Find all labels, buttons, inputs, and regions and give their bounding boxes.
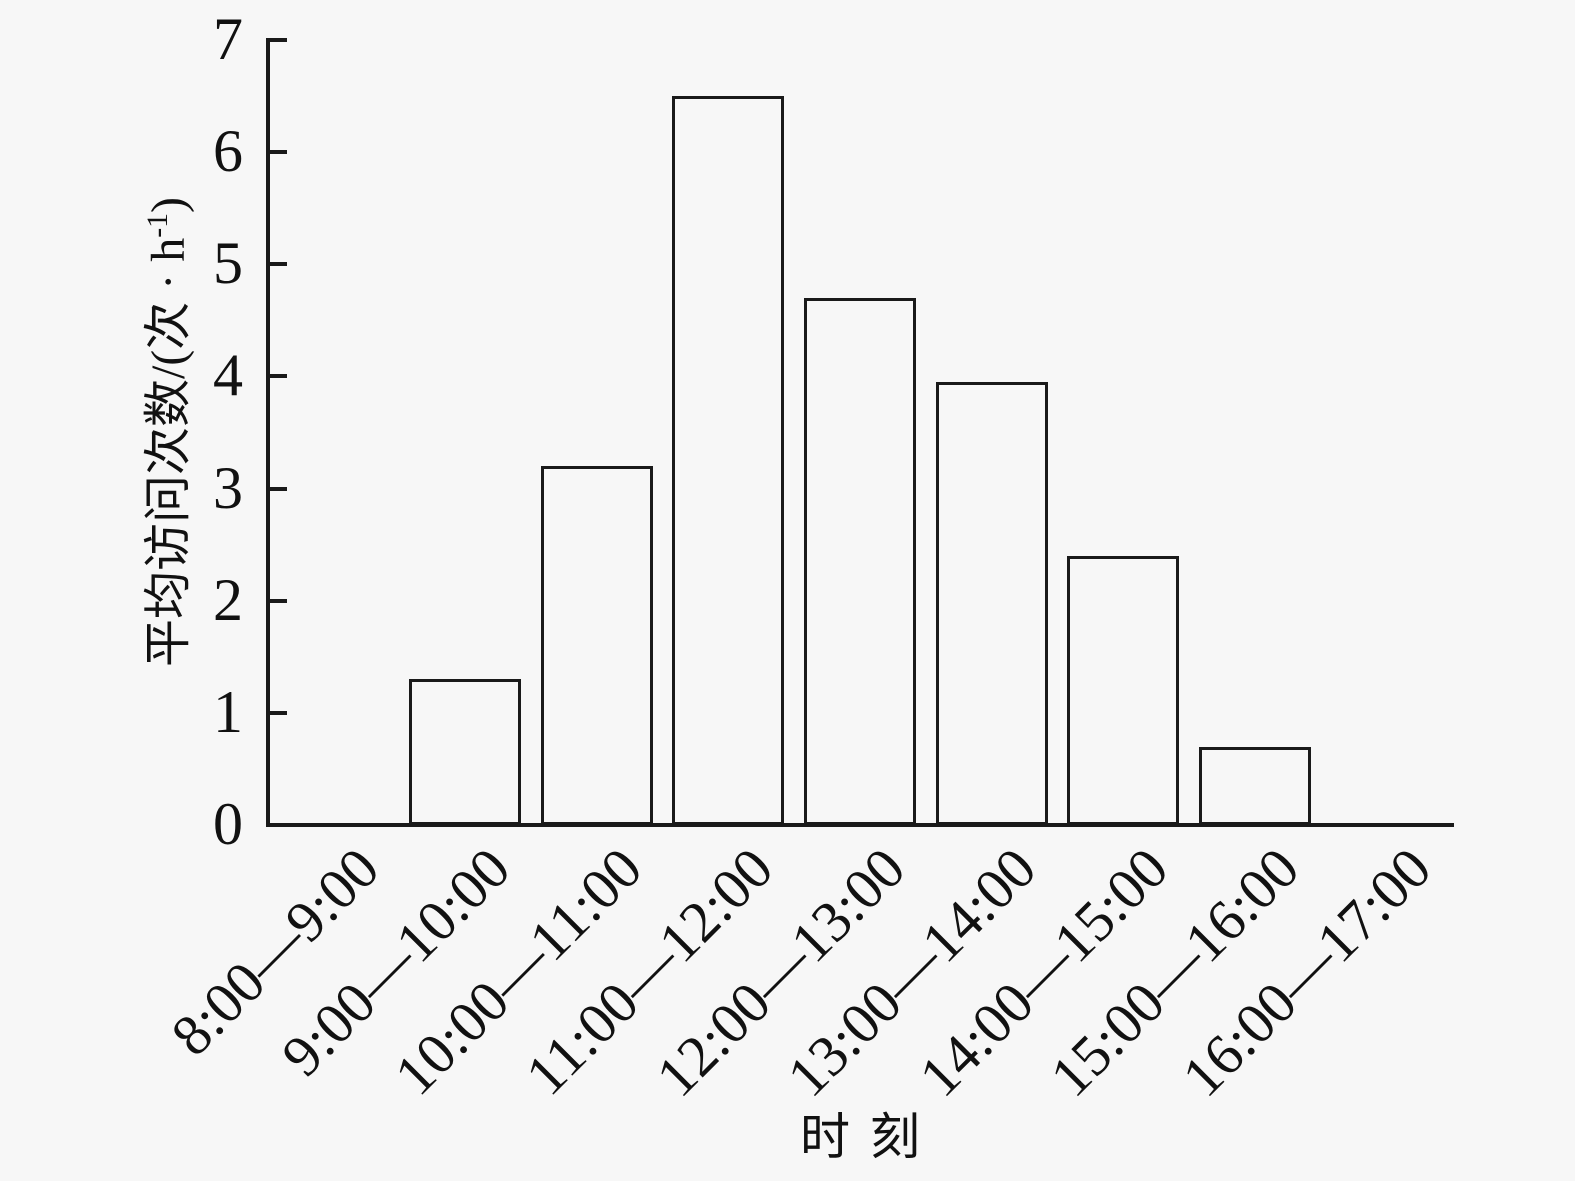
y-axis-tick — [270, 150, 287, 155]
y-tick-label: 5 — [213, 230, 243, 297]
y-axis-title-text: 平均访问次数/(次 · h — [142, 237, 195, 668]
y-axis-line — [266, 38, 270, 827]
y-tick-label: 4 — [213, 342, 243, 409]
y-axis-tick — [270, 262, 287, 267]
y-tick-label: 1 — [213, 678, 243, 745]
y-axis-tick — [270, 710, 287, 715]
y-axis-title-superscript: -1 — [141, 212, 174, 238]
y-axis-tick — [270, 38, 287, 42]
bar-15:00—16:00 — [1198, 746, 1311, 825]
y-axis-title: 平均访问次数/(次 · h-1) — [141, 196, 195, 668]
y-tick-label: 7 — [213, 5, 243, 72]
y-tick-label: 3 — [213, 454, 243, 521]
x-axis-title: 时刻 — [800, 1109, 940, 1165]
bar-9:00—10:00 — [409, 679, 522, 825]
bar-13:00—14:00 — [935, 382, 1048, 825]
y-tick-label: 2 — [213, 566, 243, 633]
y-axis-tick — [270, 598, 287, 603]
y-axis-tick — [270, 486, 287, 491]
x-axis-line — [266, 823, 1454, 827]
y-axis-title-suffix: ) — [142, 196, 195, 213]
bar-10:00—11:00 — [540, 466, 653, 825]
bar-12:00—13:00 — [804, 297, 916, 825]
bar-14:00—15:00 — [1067, 555, 1180, 825]
y-tick-label: 6 — [213, 117, 243, 184]
y-axis-tick — [270, 374, 287, 379]
y-tick-label: 0 — [213, 790, 243, 857]
bar-11:00—12:00 — [672, 96, 785, 825]
